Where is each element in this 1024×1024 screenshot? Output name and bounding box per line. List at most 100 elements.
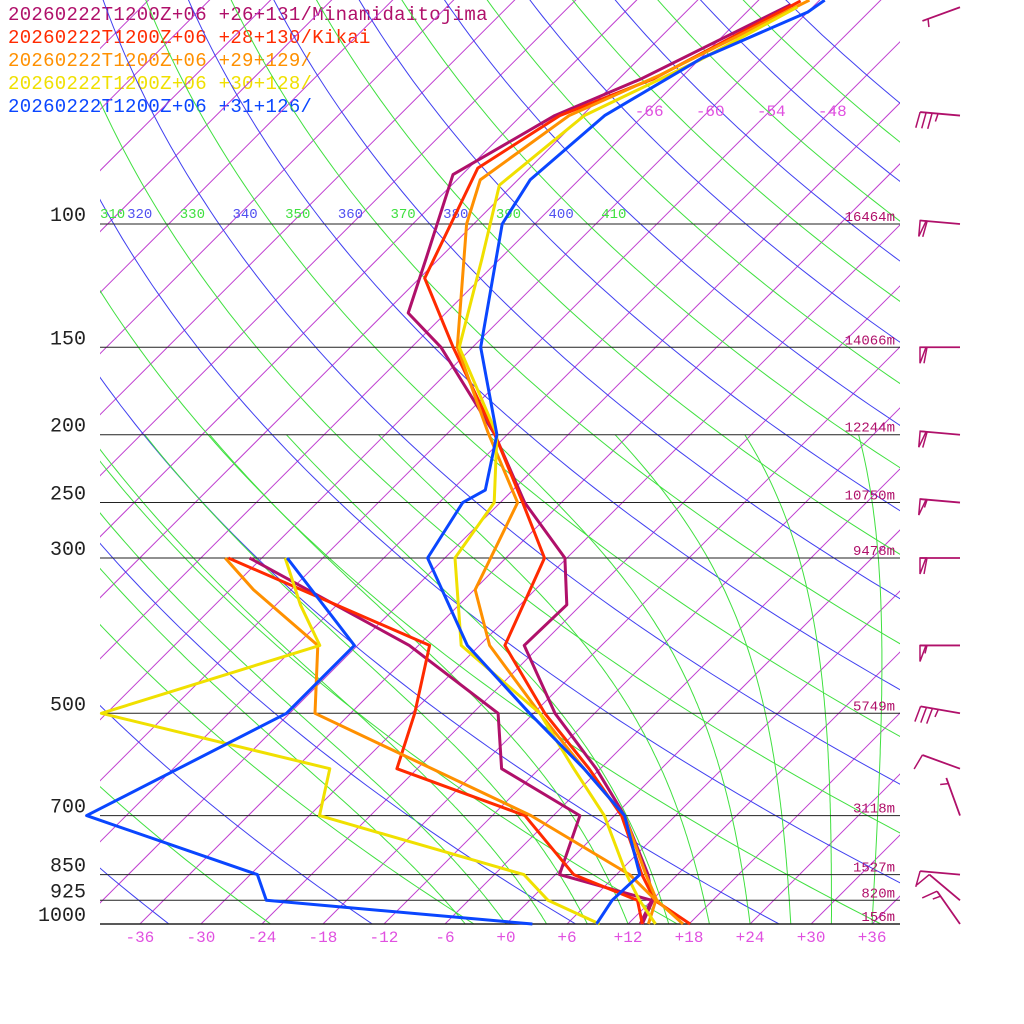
dry-adiabat-line [315, 0, 900, 555]
dry-adiabat-line [100, 198, 900, 884]
temperature-profile-1 [423, 0, 802, 926]
theta-label: 320 [127, 207, 152, 223]
wind-barb-half-feather [924, 645, 928, 654]
dry-adiabat-line [657, 0, 900, 222]
pressure-label: 850 [50, 856, 86, 879]
isotherm-line [100, 0, 211, 111]
wind-barb-flag [918, 219, 928, 237]
isotherm-line [0, 0, 29, 924]
pressure-label: 250 [50, 484, 86, 507]
theta-label: 400 [549, 207, 574, 223]
moist-adiabat-line [100, 567, 466, 924]
pressure-label: 700 [50, 797, 86, 820]
pressure-label: 300 [50, 539, 86, 562]
dry-adiabat-line [614, 0, 900, 262]
isotherm-line [100, 0, 516, 416]
legend-item-29-129: 20260222T1200Z+06 +29+129/ [8, 50, 313, 72]
moist-adiabat-line [100, 448, 548, 924]
wind-barb-staff [920, 870, 961, 876]
wind-barb-flag [919, 346, 928, 364]
isotherm-line [627, 651, 900, 924]
dry-adiabat-line [230, 0, 900, 645]
dry-adiabat-line [742, 0, 900, 143]
dry-adiabat-line [100, 704, 373, 924]
moist-adiabat-line [144, 434, 588, 924]
moist-adiabat-line [614, 434, 792, 924]
dry-adiabat-line [358, 0, 900, 512]
theta-label: 410 [601, 207, 626, 223]
x-tick-label: +36 [858, 929, 887, 947]
isotherm-label: -66 [635, 103, 664, 121]
x-tick-label: -30 [186, 929, 215, 947]
height-label: 14066m [845, 333, 895, 349]
isotherm-line [100, 0, 882, 782]
wind-barb-flag [919, 557, 928, 575]
height-label: 12244m [845, 421, 895, 437]
wind-barb-feather [915, 111, 921, 128]
wind-barb-staff [928, 873, 961, 901]
isotherm-line [933, 0, 1024, 924]
x-tick-label: -12 [370, 929, 399, 947]
isotherm-label: -54 [757, 103, 786, 121]
isotherm-line [100, 0, 150, 50]
wind-barb-half-feather [927, 18, 930, 28]
pressure-label: 200 [50, 416, 86, 439]
wind-barb-staff [922, 6, 961, 22]
isotherm-line [200, 224, 900, 924]
moist-adiabat-line [209, 434, 629, 924]
x-tick-label: +6 [557, 929, 576, 947]
moist-adiabat-line [488, 434, 751, 924]
height-label: 10750m [845, 489, 895, 505]
dry-adiabat-line [187, 0, 900, 691]
height-label: 1527m [853, 861, 895, 877]
isotherm-line [100, 0, 699, 599]
moist-adiabat-line [378, 434, 710, 924]
moist-adiabat-line [100, 512, 507, 924]
pressure-label: 500 [50, 694, 86, 717]
isotherm-line [994, 0, 1024, 924]
wind-barb-staff [920, 705, 961, 715]
isotherm-line [810, 834, 900, 924]
isotherm-line [100, 0, 455, 355]
pressure-label: 1000 [38, 905, 86, 928]
dewpoint-profile-3 [99, 557, 601, 926]
isotherm-line [505, 529, 900, 924]
dry-adiabat-line [486, 0, 900, 385]
isotherm-line [0, 0, 90, 924]
x-tick-label: +24 [736, 929, 765, 947]
dewpoint-profile-4 [85, 557, 533, 926]
isotherm-line [100, 0, 760, 660]
isotherm-line [261, 285, 900, 924]
height-label: 3118m [853, 802, 895, 818]
wind-barb-feather [923, 557, 928, 575]
theta-label: 370 [391, 207, 416, 223]
isotherm-line [444, 468, 900, 924]
wind-barb-half-feather [940, 782, 949, 786]
wind-barb-staff [922, 754, 961, 770]
theta-label: 330 [180, 207, 205, 223]
wind-barb-staff [945, 777, 961, 816]
wind-barb-feather [921, 112, 927, 129]
height-label: 5749m [853, 699, 895, 715]
wind-barb-feather [914, 706, 922, 722]
x-tick-label: -36 [125, 929, 154, 947]
dry-adiabat-line [102, 0, 900, 785]
isotherm-line [566, 590, 900, 924]
x-tick-label: +30 [797, 929, 826, 947]
dry-adiabat-line [100, 289, 882, 924]
isotherm-line [100, 0, 333, 233]
theta-label: 340 [232, 207, 257, 223]
wind-barb-flag [918, 498, 928, 516]
isotherm-line [100, 0, 821, 721]
dry-adiabat-line [401, 0, 900, 469]
dry-adiabat-line [273, 0, 900, 600]
x-tick-label: +18 [675, 929, 704, 947]
theta-label: 310 [100, 207, 125, 223]
pressure-label: 925 [50, 881, 86, 904]
dry-adiabat-line [443, 0, 900, 426]
isotherm-line [100, 0, 394, 294]
wind-barb-staff [920, 111, 961, 117]
isotherm-label: -48 [818, 103, 847, 121]
wind-barb-feather [922, 431, 928, 448]
wind-barb-feather [913, 754, 924, 770]
